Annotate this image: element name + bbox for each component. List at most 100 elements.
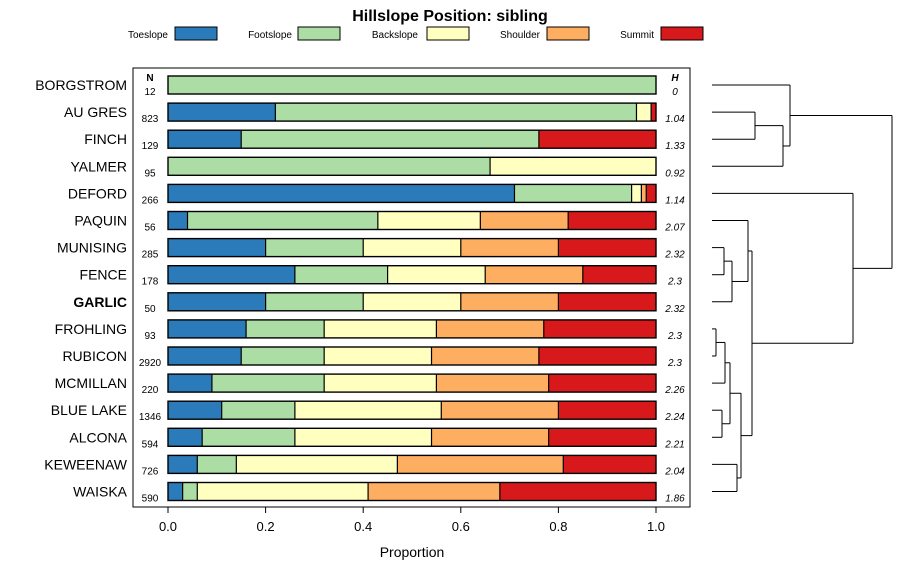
row-yalmer: YALMER 95 0.92 xyxy=(70,156,685,179)
legend-label-summit: Summit xyxy=(620,30,654,41)
row-deford: DEFORD 266 1.14 xyxy=(68,183,685,206)
row-blue-lake: BLUE LAKE 1346 2.24 xyxy=(51,400,685,423)
legend-label-toeslope: Toeslope xyxy=(128,30,168,41)
bar-outline xyxy=(167,237,657,258)
bar-segment-footslope xyxy=(265,292,364,311)
legend-swatch-footslope xyxy=(297,26,341,41)
bar-segment-backslope xyxy=(294,401,442,420)
bar-outline xyxy=(167,400,657,420)
n-value: 590 xyxy=(142,494,159,505)
legend-swatch-toeslope xyxy=(174,26,218,41)
bar-segment-summit xyxy=(538,130,656,149)
n-value: 823 xyxy=(142,114,159,125)
h-value: 1.33 xyxy=(665,141,685,152)
category-label: MUNISING xyxy=(57,240,127,256)
n-value: 12 xyxy=(144,87,156,98)
n-value: 95 xyxy=(144,168,156,179)
x-tick-label: 0.2 xyxy=(257,519,275,534)
category-label: RUBICON xyxy=(62,348,127,364)
bar-segment-shoulder xyxy=(368,482,500,501)
bar-segment-backslope xyxy=(363,238,461,257)
category-label: AU GRES xyxy=(64,104,127,120)
bar-segment-shoulder xyxy=(436,374,549,393)
bar-segment-summit xyxy=(548,428,656,447)
bar-segment-footslope xyxy=(265,238,364,257)
x-axis: 0.0 0.2 0.4 0.6 0.8 1.0 xyxy=(159,507,665,534)
bar-segment-summit xyxy=(651,103,656,122)
bar-segment-footslope xyxy=(168,76,656,94)
bar-segment-toeslope xyxy=(168,211,188,230)
legend: Toeslope Footslope Backslope Shoulder Summit xyxy=(128,26,704,41)
bar-outline xyxy=(167,102,657,122)
h-value: 0 xyxy=(672,87,678,98)
row-au-gres: AU GRES 823 1.04 xyxy=(64,102,685,125)
bar-rows: BORGSTROM 12 0 AU GRES 823 1.04 FINCH 129 1.33 YA… xyxy=(35,75,685,505)
category-label: BORGSTROM xyxy=(35,77,127,93)
bar-segment-backslope xyxy=(324,374,437,393)
bar-outline xyxy=(167,319,657,339)
bar-segment-footslope xyxy=(294,265,388,284)
legend-label-footslope: Footslope xyxy=(248,30,292,41)
bar-segment-backslope xyxy=(197,482,369,501)
category-label: MCMILLAN xyxy=(55,375,127,391)
n-value: 1346 xyxy=(139,412,162,423)
h-value: 2.3 xyxy=(667,331,682,342)
bar-segment-backslope xyxy=(363,292,461,311)
h-column-header: H xyxy=(671,73,679,84)
h-value: 1.14 xyxy=(665,195,685,206)
h-value: 2.21 xyxy=(664,439,684,450)
n-value: 285 xyxy=(142,250,159,261)
bar-segment-footslope xyxy=(211,374,325,393)
bar-segment-backslope xyxy=(294,428,432,447)
bar-segment-footslope xyxy=(221,401,295,420)
bar-segment-toeslope xyxy=(168,319,247,338)
n-value: 266 xyxy=(142,195,159,206)
plot-frame xyxy=(132,67,691,508)
bar-segment-backslope xyxy=(236,455,398,474)
bar-segment-backslope xyxy=(377,211,481,230)
bar-segment-summit xyxy=(582,265,656,284)
bar-segment-summit xyxy=(558,238,656,257)
dendrogram xyxy=(712,84,893,492)
bar-segment-footslope xyxy=(275,103,637,122)
bar-outline xyxy=(167,454,657,475)
bar-segment-footslope xyxy=(187,211,378,230)
legend-swatch-backslope xyxy=(426,26,470,41)
category-label: WAISKA xyxy=(73,484,128,500)
x-tick-label: 0.6 xyxy=(452,519,470,534)
bar-outline xyxy=(167,265,657,285)
n-value: 129 xyxy=(142,141,159,152)
n-value: 220 xyxy=(142,385,159,396)
bar-segment-toeslope xyxy=(168,238,266,257)
bar-segment-summit xyxy=(499,482,656,501)
bar-outline xyxy=(167,75,657,95)
category-label: BLUE LAKE xyxy=(51,402,127,418)
bar-segment-toeslope xyxy=(168,374,212,393)
bar-segment-toeslope xyxy=(168,482,183,501)
bar-segment-backslope xyxy=(636,103,652,122)
bar-segment-backslope xyxy=(324,319,437,338)
category-label: DEFORD xyxy=(68,185,127,201)
row-keweenaw: KEWEENAW 726 2.04 xyxy=(44,454,685,477)
bar-outline xyxy=(167,210,657,231)
x-axis-label: Proportion xyxy=(380,544,445,560)
bar-segment-backslope xyxy=(324,347,432,365)
h-value: 2.24 xyxy=(664,412,685,423)
h-value: 1.04 xyxy=(665,114,685,125)
bar-segment-shoulder xyxy=(397,455,564,474)
row-paquin: PAQUIN 56 2.07 xyxy=(74,210,685,234)
n-value: 56 xyxy=(144,223,156,234)
bar-segment-shoulder xyxy=(441,401,559,420)
bar-outline xyxy=(167,346,657,366)
h-value: 2.04 xyxy=(664,466,685,477)
category-label: ALCONA xyxy=(69,429,127,445)
n-value: 178 xyxy=(142,277,159,288)
h-value: 1.86 xyxy=(665,494,685,505)
x-tick-label: 0.4 xyxy=(354,519,372,534)
bar-segment-toeslope xyxy=(168,428,203,447)
n-value: 93 xyxy=(144,331,156,342)
bar-outline xyxy=(167,183,657,204)
bar-segment-footslope xyxy=(168,157,491,176)
bar-segment-toeslope xyxy=(168,130,242,149)
